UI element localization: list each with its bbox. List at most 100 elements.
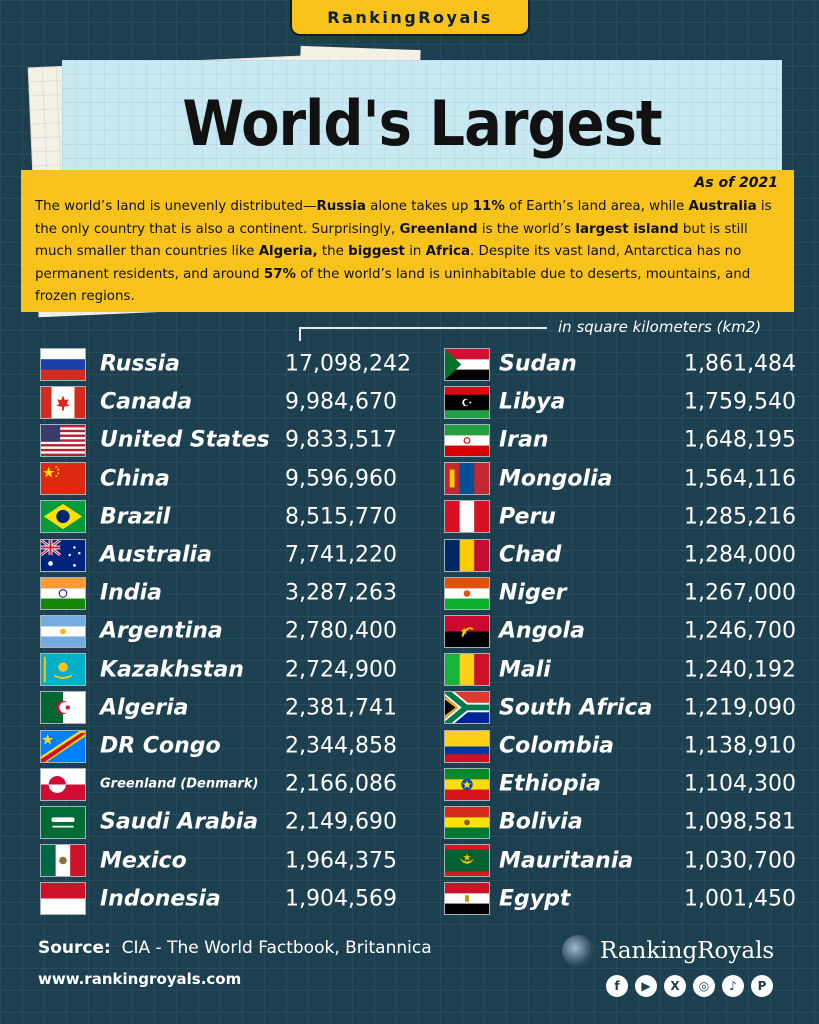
- colombia-flag: [444, 729, 490, 763]
- country-row: Kazakhstan 2,724,900: [40, 652, 410, 688]
- country-area: 1,104,300: [684, 771, 796, 797]
- country-area: 1,759,540: [684, 389, 796, 415]
- country-name: Mauritania: [499, 848, 634, 874]
- x-icon[interactable]: X: [664, 975, 686, 997]
- indonesia-flag: [40, 882, 86, 916]
- dr-congo-flag: [40, 729, 86, 763]
- country-row: Angola 1,246,700: [444, 613, 804, 649]
- country-row: Sudan 1,861,484: [444, 346, 804, 382]
- country-name: Sudan: [499, 351, 577, 377]
- peru-flag: [444, 500, 490, 534]
- country-area: 1,564,116: [684, 466, 796, 492]
- country-area: 1,219,090: [684, 695, 796, 721]
- description-box: As of 2021 The world’s land is unevenly …: [21, 170, 794, 312]
- country-name: Peru: [499, 504, 556, 530]
- united-states-flag: [40, 423, 86, 457]
- unit-bracket-line: [299, 327, 547, 341]
- description-text: The world’s land is unevenly distributed…: [35, 199, 772, 304]
- country-row: Chad 1,284,000: [444, 537, 804, 573]
- pinterest-icon[interactable]: P: [751, 975, 773, 997]
- country-name: Saudi Arabia: [100, 809, 259, 835]
- country-area: 1,861,484: [684, 351, 796, 377]
- instagram-icon[interactable]: ◎: [693, 975, 715, 997]
- country-row: Peru 1,285,216: [444, 499, 804, 535]
- greenland-flag: [40, 767, 86, 801]
- country-area: 3,287,263: [285, 580, 397, 606]
- globe-logo-icon: [562, 935, 594, 967]
- country-name: South Africa: [499, 695, 653, 721]
- south-africa-flag: [444, 691, 490, 725]
- russia-flag: [40, 347, 86, 381]
- country-row: Indonesia 1,904,569: [40, 881, 410, 917]
- ethiopia-flag: [444, 767, 490, 801]
- country-row: Libya 1,759,540: [444, 384, 804, 420]
- country-row: Canada 9,984,670: [40, 384, 410, 420]
- country-row: Iran 1,648,195: [444, 422, 804, 458]
- country-name: Iran: [499, 427, 549, 453]
- country-area: 1,285,216: [684, 504, 796, 530]
- country-row: Algeria 2,381,741: [40, 690, 410, 726]
- country-name: India: [100, 580, 162, 606]
- brand-tab: RankingRoyals: [290, 0, 530, 36]
- sudan-flag: [444, 347, 490, 381]
- chad-flag: [444, 538, 490, 572]
- country-area: 9,596,960: [285, 466, 397, 492]
- country-name: Russia: [100, 351, 180, 377]
- country-row: Russia 17,098,242: [40, 346, 411, 382]
- libya-flag: [444, 385, 490, 419]
- country-area: 1,001,450: [684, 886, 796, 912]
- country-name: Australia: [100, 542, 212, 568]
- iran-flag: [444, 423, 490, 457]
- country-name: China: [100, 466, 170, 492]
- country-row: Mongolia 1,564,116: [444, 461, 804, 497]
- country-name: Niger: [499, 580, 567, 606]
- angola-flag: [444, 614, 490, 648]
- country-area: 1,098,581: [684, 809, 796, 835]
- country-area: 1,030,700: [684, 848, 796, 874]
- country-area: 2,381,741: [285, 695, 397, 721]
- country-row: South Africa 1,219,090: [444, 690, 804, 726]
- brazil-flag: [40, 500, 86, 534]
- country-area: 9,833,517: [285, 427, 397, 453]
- country-name: Algeria: [100, 695, 189, 721]
- country-name: Canada: [100, 389, 193, 415]
- mali-flag: [444, 653, 490, 687]
- country-area: 1,138,910: [684, 733, 796, 759]
- country-area: 1,964,375: [285, 848, 397, 874]
- country-area: 1,904,569: [285, 886, 397, 912]
- website-url[interactable]: www.rankingroyals.com: [38, 970, 242, 988]
- kazakhstan-flag: [40, 653, 86, 687]
- country-row: Greenland (Denmark) 2,166,086: [40, 766, 410, 802]
- mexico-flag: [40, 844, 86, 878]
- tiktok-icon[interactable]: ♪: [722, 975, 744, 997]
- canada-flag: [40, 385, 86, 419]
- egypt-flag: [444, 882, 490, 916]
- country-area: 2,166,086: [285, 771, 397, 797]
- country-name: Bolivia: [499, 809, 583, 835]
- brand-logo: RankingRoyals: [562, 935, 774, 967]
- country-area: 1,240,192: [684, 657, 796, 683]
- country-row: India 3,287,263: [40, 575, 410, 611]
- country-name: Angola: [499, 618, 585, 644]
- niger-flag: [444, 576, 490, 610]
- country-row: Mexico 1,964,375: [40, 843, 410, 879]
- country-name: Mexico: [100, 848, 187, 874]
- country-name: Chad: [499, 542, 562, 568]
- logo-text: RankingRoyals: [600, 938, 775, 964]
- country-name: Mali: [499, 657, 551, 683]
- country-area: 2,149,690: [285, 809, 397, 835]
- facebook-icon[interactable]: f: [606, 975, 628, 997]
- country-row: Brazil 8,515,770: [40, 499, 410, 535]
- country-row: Colombia 1,138,910: [444, 728, 804, 764]
- country-area: 8,515,770: [285, 504, 397, 530]
- country-area: 9,984,670: [285, 389, 397, 415]
- bolivia-flag: [444, 805, 490, 839]
- country-name: DR Congo: [100, 733, 221, 759]
- country-area: 1,648,195: [684, 427, 796, 453]
- country-row: Ethiopia 1,104,300: [444, 766, 804, 802]
- country-name: Brazil: [100, 504, 171, 530]
- unit-label: in square kilometers (km2): [558, 318, 762, 336]
- as-of-label: As of 2021: [694, 175, 778, 191]
- mongolia-flag: [444, 462, 490, 496]
- youtube-icon[interactable]: ▶: [635, 975, 657, 997]
